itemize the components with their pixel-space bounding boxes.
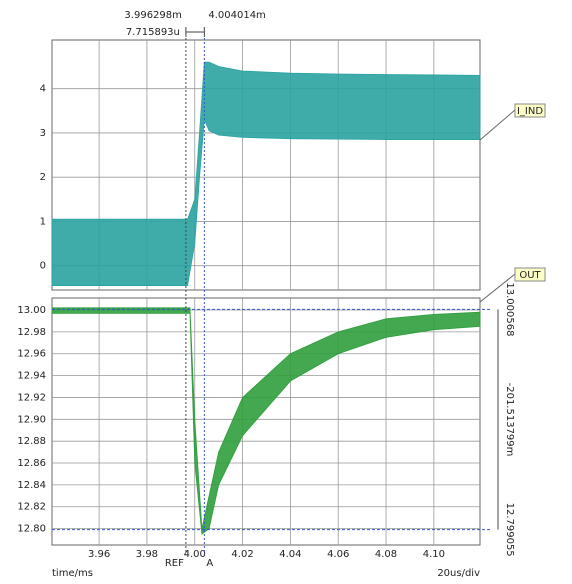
series-label-box: [514, 103, 546, 118]
signal-band: [51, 307, 481, 535]
h-cursor-delta: -201.513799m: [504, 383, 515, 457]
x-tick-label: 4.02: [231, 549, 253, 560]
series-label-box: [514, 267, 546, 282]
y-tick-label: 12.80: [17, 524, 46, 535]
y-tick-label: 12.86: [17, 458, 46, 469]
y-tick-label: 3: [40, 128, 46, 139]
y-tick-label: 0: [40, 261, 46, 272]
signal-band: [51, 61, 481, 286]
x-tick-label: 4.08: [375, 549, 397, 560]
y-tick-label: 12.98: [17, 327, 46, 338]
x-tick-label: 3.96: [88, 549, 110, 560]
y-tick-label: 12.84: [17, 480, 46, 491]
scale-label: 20us/div: [437, 568, 480, 579]
y-tick-label: 1: [40, 216, 46, 227]
cursor-bracket: [185, 27, 205, 37]
x-tick-label: 3.98: [136, 549, 158, 560]
v-cursor-label: REF: [165, 558, 184, 569]
plot-frame: [51, 39, 481, 291]
x-tick-label: 4.10: [423, 549, 445, 560]
cursor-delta: 7.715893u: [126, 27, 180, 38]
x-axis-label: time/ms: [52, 568, 93, 579]
plot-frame: [51, 297, 481, 546]
v-cursor-label: A: [206, 558, 213, 569]
leader-line: [479, 109, 516, 141]
series-label: I_IND: [517, 106, 543, 117]
y-tick-label: 12.96: [17, 349, 46, 360]
y-tick-label: 12.94: [17, 371, 46, 382]
series-label: OUT: [519, 270, 541, 281]
y-tick-label: 2: [40, 172, 46, 183]
leader-line: [479, 273, 516, 303]
h-cursor-readout: 13.000568: [504, 282, 515, 336]
y-tick-label: 12.90: [17, 414, 46, 425]
v-cursor-readout: 3.996298m: [124, 10, 181, 21]
x-tick-label: 4.06: [327, 549, 349, 560]
y-tick-label: 4: [40, 84, 46, 95]
y-tick-label: 12.88: [17, 436, 46, 447]
y-tick-label: 13.00: [17, 305, 46, 316]
x-tick-label: 4.04: [279, 549, 301, 560]
y-tick-label: 12.82: [17, 502, 46, 513]
x-tick-label: 4.00: [184, 549, 206, 560]
v-cursor-readout: 4.004014m: [208, 10, 265, 21]
h-cursor-readout: 12.799055: [504, 503, 515, 557]
y-tick-label: 12.92: [17, 392, 46, 403]
